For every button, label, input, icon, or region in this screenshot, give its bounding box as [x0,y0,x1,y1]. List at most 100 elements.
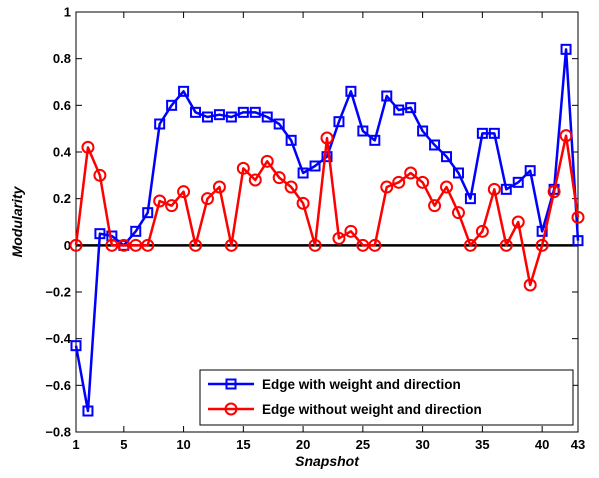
series-2-point [320,131,334,145]
x-tick-label: 25 [356,437,370,452]
legend-entry-2: Edge without weight and direction [208,402,482,417]
y-tick-label: −0.8 [45,425,71,440]
series-1-point [213,109,225,121]
x-tick-label: 5 [120,437,127,452]
series-2-line [74,134,580,287]
series-2-point [189,238,203,252]
series-1-point [225,111,237,123]
series-1-point [429,139,441,151]
series-2-point [212,180,226,194]
series-1-point [261,111,273,123]
x-tick-label: 1 [72,437,79,452]
series-2-point [547,185,561,199]
y-tick-label: 0.4 [53,145,72,160]
series-2-point [284,180,298,194]
series-layer [69,43,585,417]
series-2-point [523,278,537,292]
legend-label: Edge without weight and direction [262,402,482,417]
series-1-point [82,405,94,417]
series-2-point [416,175,430,189]
series-1-point [381,90,393,102]
series-2-point [559,129,573,143]
series-1-point [560,43,572,55]
legend-marker [225,378,237,390]
series-1-point [476,127,488,139]
series-1-point [333,116,345,128]
legend-label: Edge with weight and direction [262,377,461,392]
series-2-point [368,238,382,252]
series-1-point [441,151,453,163]
series-2-point [440,180,454,194]
series-2-point [224,238,238,252]
series-1-point [297,167,309,179]
series-2-point [571,210,585,224]
x-tick-label: 30 [415,437,429,452]
y-tick-label: 1 [64,5,71,20]
x-tick-label: 43 [571,437,585,452]
series-2-point [463,238,477,252]
series-1-line [74,48,580,413]
legend: Edge with weight and direction Edge witho… [199,369,574,426]
series-1-point [178,85,190,97]
y-axis: −0.8 −0.6 −0.4 −0.2 0 0.2 0.4 0.6 0.8 1 [45,5,578,440]
y-tick-label: 0.8 [53,51,71,66]
series-2-point [165,199,179,213]
series-2-point [380,180,394,194]
series-2-point [487,182,501,196]
series-2-point [535,238,549,252]
series-1-point [142,207,154,219]
series-2-point [332,231,346,245]
legend-entry-1: Edge with weight and direction [208,377,461,392]
series-1-point [237,106,249,118]
x-tick-label: 40 [535,437,549,452]
series-1-point [369,134,381,146]
x-tick-label: 15 [236,437,250,452]
series-1-point [249,106,261,118]
series-1-point [309,160,321,172]
y-tick-label: −0.4 [45,331,71,346]
series-2-point [308,238,322,252]
x-axis: 1 5 10 15 20 25 30 35 40 43 [72,12,585,452]
x-axis-title: Snapshot [295,453,360,469]
x-tick-label: 35 [475,437,489,452]
series-2-point [141,238,155,252]
series-1-point [536,225,548,237]
y-tick-label: −0.6 [45,378,71,393]
legend-box [199,369,574,426]
y-tick-label: 0.2 [53,191,71,206]
series-2-point [475,224,489,238]
series-1-point [285,134,297,146]
x-tick-label: 10 [176,437,190,452]
series-2-point [511,215,525,229]
series-1-point [417,125,429,137]
series-1-point [524,165,536,177]
series-1-point [201,111,213,123]
series-1-point [345,85,357,97]
series-2-point [200,192,214,206]
series-1-point [572,235,584,247]
series-2-point [260,154,274,168]
series-1-point [166,99,178,111]
series-2-point [177,185,191,199]
series-1-point [393,104,405,116]
series-2-point [81,140,95,154]
series-1-point [405,102,417,114]
y-tick-label: 0 [64,238,71,253]
series-1-point [512,176,524,188]
series-2-point [69,238,83,252]
series-1-point [190,106,202,118]
series-2-point [236,161,250,175]
series-1-point [321,151,333,163]
y-axis-title: Modularity [9,185,25,257]
series-1-point [452,167,464,179]
y-tick-label: 0.6 [53,98,71,113]
y-tick-label: −0.2 [45,285,71,300]
series-1-point [488,127,500,139]
series-2-point [428,199,442,213]
series-1-point [273,118,285,130]
series-2-point [248,173,262,187]
series-1-point [464,193,476,205]
series-1-point [130,225,142,237]
series-2-point [451,206,465,220]
legend-marker [224,402,238,416]
